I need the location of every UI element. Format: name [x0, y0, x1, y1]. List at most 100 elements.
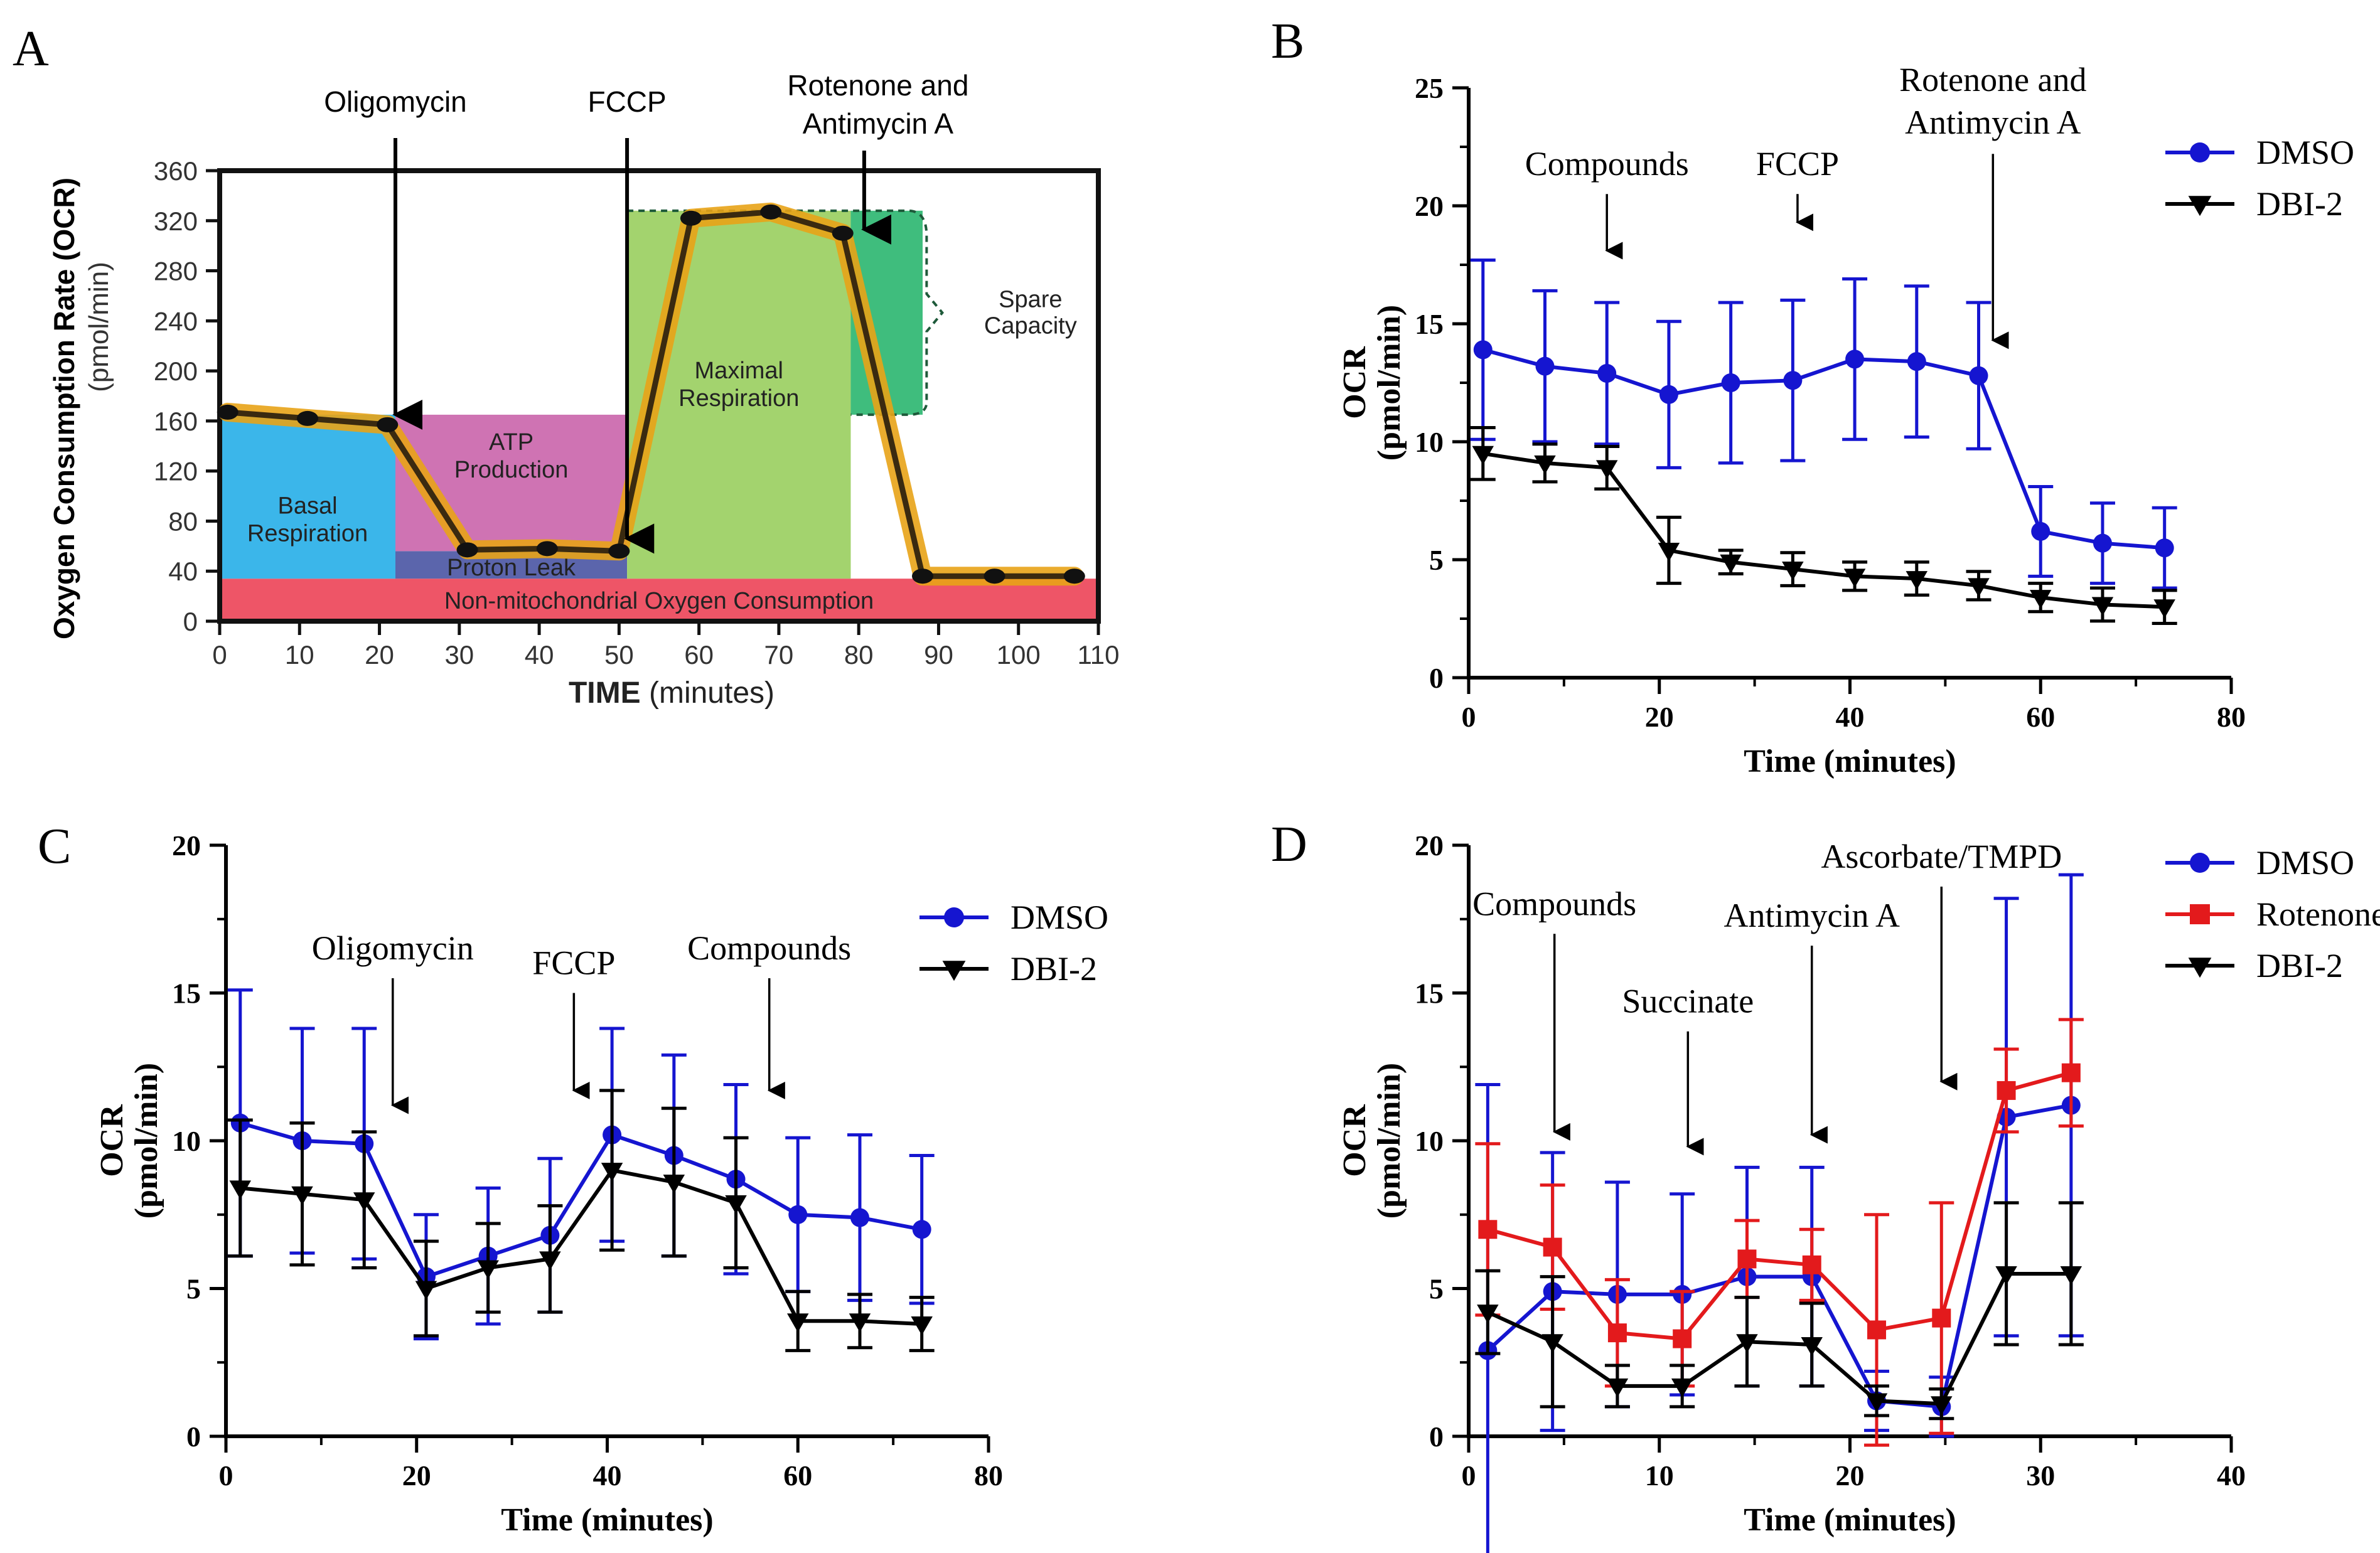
data-point: [1843, 568, 1866, 588]
annotation-label-line2: Antimycin A: [803, 107, 954, 140]
x-axis-label: Time (minutes): [1744, 1502, 1956, 1538]
data-point: [456, 542, 478, 558]
data-point: [1737, 1249, 1757, 1269]
data-point: [912, 568, 933, 584]
annotation-oligomycin: Oligomycin: [324, 85, 467, 430]
y-axis-units: (pmol/min): [1371, 1063, 1407, 1219]
x-tick-label: 110: [1078, 640, 1120, 670]
y-axis-label: OCR: [1337, 1104, 1373, 1177]
x-tick-label: 80: [2217, 701, 2246, 733]
legend-label-dbi-2: DBI-2: [2256, 185, 2343, 223]
annotation-succinate: Succinate: [1622, 983, 1754, 1156]
x-tick-label: 0: [1462, 1460, 1476, 1492]
y-tick-label: 40: [168, 557, 198, 586]
data-point: [1607, 1323, 1627, 1343]
series-dbi-2: [227, 1089, 935, 1352]
annotation-fccp: FCCP: [587, 85, 667, 554]
legend-marker-dmso: [944, 907, 964, 927]
annotation-label: Rotenone and: [787, 69, 968, 102]
data-point: [1801, 1337, 1823, 1356]
x-axis-label-units: (minutes): [649, 676, 775, 710]
data-point: [1931, 1396, 1953, 1416]
x-tick-label: 50: [604, 640, 634, 670]
series-dmso: [1470, 258, 2177, 590]
data-point: [601, 1163, 623, 1182]
series-dbi-2: [1470, 425, 2177, 626]
series-line: [1482, 451, 2165, 609]
x-tick-label: 20: [1645, 701, 1674, 733]
x-tick-label: 80: [974, 1460, 1003, 1492]
legend-label-dmso: DMSO: [2256, 844, 2354, 882]
data-point: [984, 568, 1005, 584]
data-point: [1720, 554, 1742, 574]
legend-marker-rotenone: [2190, 904, 2210, 924]
data-point: [787, 1313, 809, 1333]
data-point: [217, 404, 239, 420]
data-point: [1478, 1220, 1498, 1239]
data-point: [760, 204, 782, 220]
region-label-basal-2: Respiration: [247, 520, 368, 547]
x-tick-label: 20: [402, 1460, 431, 1492]
y-tick-label: 360: [154, 156, 198, 186]
series-line: [1482, 348, 2165, 550]
y-tick-label: 0: [186, 1421, 201, 1453]
y-axis-label: Oxygen Consumption Rate (OCR): [48, 178, 80, 639]
annotation-label-line2: Antimycin A: [1905, 104, 2081, 141]
annotation-label: FCCP: [532, 944, 615, 982]
data-point: [1867, 1320, 1887, 1340]
legend-marker-dbi-2: [2188, 196, 2212, 216]
x-tick-label: 30: [2026, 1460, 2055, 1492]
y-tick-label: 280: [154, 257, 198, 286]
legend-label-dbi-2: DBI-2: [1010, 950, 1097, 988]
data-point: [1932, 1308, 1951, 1328]
y-tick-label: 10: [172, 1125, 201, 1157]
data-point: [680, 210, 702, 226]
chart-panel-b: 0 5 10 15 20 25 0 20 40 60 80 Time (minutes) OCR(pmo…: [1337, 61, 2354, 779]
data-point: [1845, 350, 1865, 369]
legend: DMSO DBI-2: [2165, 134, 2354, 223]
data-point: [1597, 363, 1617, 383]
data-point: [1541, 1334, 1563, 1353]
data-point: [353, 1192, 375, 1212]
region-maximal: [627, 210, 851, 579]
region-label-spare-2: Capacity: [984, 312, 1077, 339]
panel-label-a: A: [13, 21, 49, 77]
data-point: [608, 543, 630, 559]
data-point: [2031, 521, 2050, 541]
data-point: [1721, 373, 1740, 392]
legend-marker-dbi-2: [942, 961, 966, 981]
series-dbi-2: [1475, 1201, 2084, 1421]
y-tick-label: 120: [154, 457, 198, 486]
x-tick-label: 100: [997, 640, 1041, 670]
annotation-antimycin-a: Antimycin A: [1724, 897, 1900, 1144]
y-axis-units: (pmol/min): [83, 262, 114, 392]
data-point: [849, 1313, 871, 1333]
region-label-non-mitochondrial: Non-mitochondrial Oxygen Consumption: [444, 588, 874, 614]
y-tick-label: 80: [168, 506, 198, 536]
data-point: [1535, 356, 1555, 376]
x-axis-label: TIME (minutes): [569, 676, 775, 710]
y-tick-label: 15: [1415, 978, 1444, 1010]
data-point: [1736, 1334, 1758, 1353]
y-axis-units: (pmol/min): [129, 1063, 164, 1219]
x-tick-label: 10: [285, 640, 314, 670]
y-tick-label: 0: [183, 607, 198, 636]
region-label-maximal: Maximal: [695, 358, 783, 384]
data-point: [539, 1251, 561, 1271]
annotation-label: Compounds: [1472, 885, 1636, 922]
data-point: [911, 1316, 933, 1336]
region-non-mito: [220, 579, 1098, 621]
legend: DMSO DBI-2: [919, 899, 1108, 988]
data-point: [2155, 538, 2174, 558]
annotation-oligomycin: Oligomycin: [312, 929, 474, 1114]
y-tick-label: 15: [1415, 308, 1444, 340]
data-point: [1671, 1378, 1693, 1397]
data-point: [2091, 597, 2114, 616]
data-point: [1782, 562, 1804, 581]
data-point: [1477, 1305, 1499, 1324]
annotation-fccp: FCCP: [532, 944, 615, 1099]
data-point: [291, 1186, 313, 1205]
annotation-compounds: Compounds: [687, 929, 851, 1099]
